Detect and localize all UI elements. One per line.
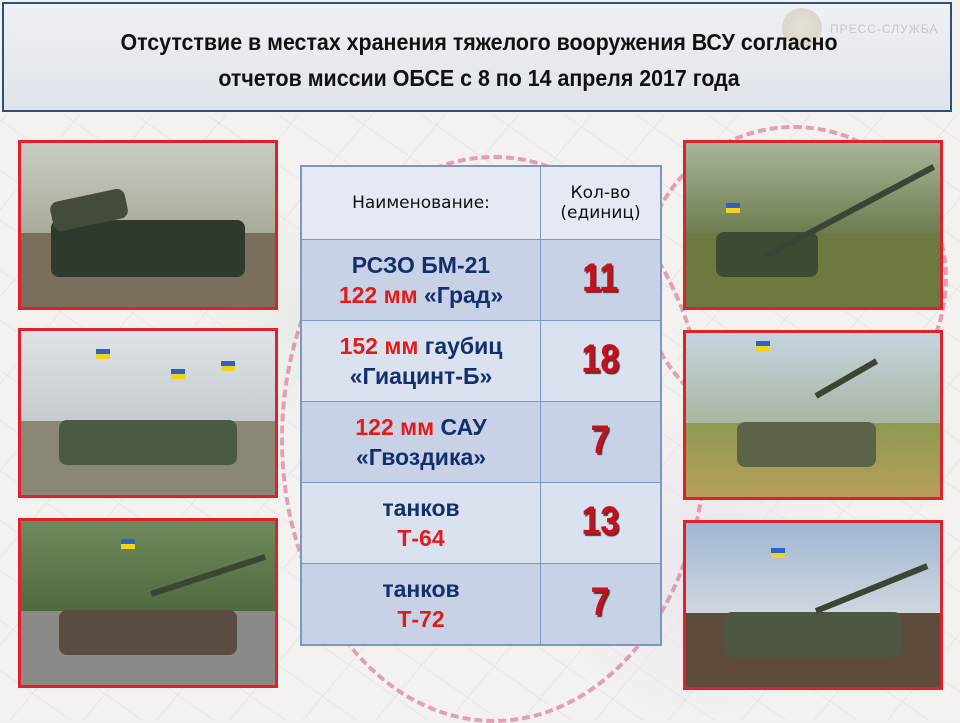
unit-count: 7 bbox=[591, 579, 610, 624]
photo-grad-mlrs bbox=[18, 140, 278, 310]
name-fragment: РСЗО БМ-21 bbox=[351, 252, 491, 278]
table-row: танков Т-72 7 bbox=[300, 563, 662, 646]
header-count: Кол-во (единиц) bbox=[540, 165, 662, 240]
logo-text: ПРЕСС-СЛУЖБА bbox=[830, 22, 939, 36]
name-fragment: 122 мм bbox=[355, 414, 435, 440]
unit-count: 18 bbox=[581, 336, 620, 381]
weapon-name: РСЗО БМ-21 122 мм «Град» bbox=[300, 239, 541, 321]
table-row: РСЗО БМ-21 122 мм «Град» 11 bbox=[300, 239, 662, 321]
name-fragment: «Гвоздика» bbox=[355, 444, 487, 470]
weapon-name-line1: 122 мм САУ bbox=[302, 412, 540, 442]
table-row: 152 мм гаубиц «Гиацинт-Б» 18 bbox=[300, 320, 662, 402]
name-fragment: «Град» bbox=[417, 282, 504, 308]
weapon-name-line2: «Гвоздика» bbox=[302, 442, 540, 472]
unit-count: 11 bbox=[582, 255, 619, 300]
title-line-2: отчетов миссии ОБСЕ с 8 по 14 апреля 201… bbox=[218, 65, 740, 91]
table-row: танков Т-64 13 bbox=[300, 482, 662, 564]
weapon-name: 152 мм гаубиц «Гиацинт-Б» bbox=[300, 320, 541, 402]
title-line-1: Отсутствие в местах хранения тяжелого во… bbox=[120, 29, 838, 55]
count-cell: 13 bbox=[540, 482, 662, 564]
photo-gvozdika-spg bbox=[18, 328, 278, 498]
weapon-name-line1: 152 мм гаубиц bbox=[302, 331, 540, 361]
photo-t64-tank bbox=[18, 518, 278, 688]
table-row: 122 мм САУ «Гвоздика» 7 bbox=[300, 401, 662, 483]
name-fragment: 122 мм bbox=[338, 282, 418, 308]
emblem-icon bbox=[782, 8, 822, 48]
weapon-name-line1: танков bbox=[302, 493, 540, 523]
name-fragment: гаубиц bbox=[418, 333, 503, 359]
header-count-line2: (единиц) bbox=[560, 203, 641, 223]
weapons-table: Наименование: Кол-во (единиц) РСЗО БМ-21 1… bbox=[300, 165, 662, 646]
count-cell: 11 bbox=[540, 239, 662, 321]
name-fragment: «Гиацинт-Б» bbox=[349, 363, 493, 389]
unit-count: 13 bbox=[581, 498, 620, 543]
photo-giatsint-howitzer bbox=[683, 140, 943, 310]
photo-t72-tank bbox=[683, 520, 943, 690]
weapon-name-line1: РСЗО БМ-21 bbox=[302, 250, 540, 280]
weapon-name: танков Т-72 bbox=[300, 563, 541, 646]
unit-count: 7 bbox=[591, 417, 610, 462]
name-fragment: танков bbox=[382, 495, 460, 521]
weapon-name-line1: танков bbox=[302, 574, 540, 604]
header-count-line1: Кол-во bbox=[570, 183, 631, 203]
weapon-name-line2: Т-64 bbox=[302, 523, 540, 553]
count-cell: 7 bbox=[540, 401, 662, 483]
weapon-name: 122 мм САУ «Гвоздика» bbox=[300, 401, 541, 483]
name-fragment: 152 мм bbox=[339, 333, 419, 359]
count-cell: 18 bbox=[540, 320, 662, 402]
press-service-logo: ПРЕСС-СЛУЖБА bbox=[782, 8, 942, 48]
weapon-name-line2: «Гиацинт-Б» bbox=[302, 361, 540, 391]
page-title: Отсутствие в местах хранения тяжелого во… bbox=[37, 24, 921, 96]
name-fragment: Т-64 bbox=[397, 525, 445, 551]
header-name: Наименование: bbox=[300, 165, 541, 240]
table-header-row: Наименование: Кол-во (единиц) bbox=[300, 165, 662, 240]
name-fragment: танков bbox=[382, 576, 460, 602]
weapon-name: танков Т-64 bbox=[300, 482, 541, 564]
name-fragment: САУ bbox=[434, 414, 487, 440]
title-banner: ПРЕСС-СЛУЖБА Отсутствие в местах хранени… bbox=[2, 2, 952, 112]
count-cell: 7 bbox=[540, 563, 662, 646]
weapon-name-line2: Т-72 bbox=[302, 604, 540, 634]
weapon-name-line2: 122 мм «Град» bbox=[302, 280, 540, 310]
photo-spg-field bbox=[683, 330, 943, 500]
name-fragment: Т-72 bbox=[397, 606, 445, 632]
